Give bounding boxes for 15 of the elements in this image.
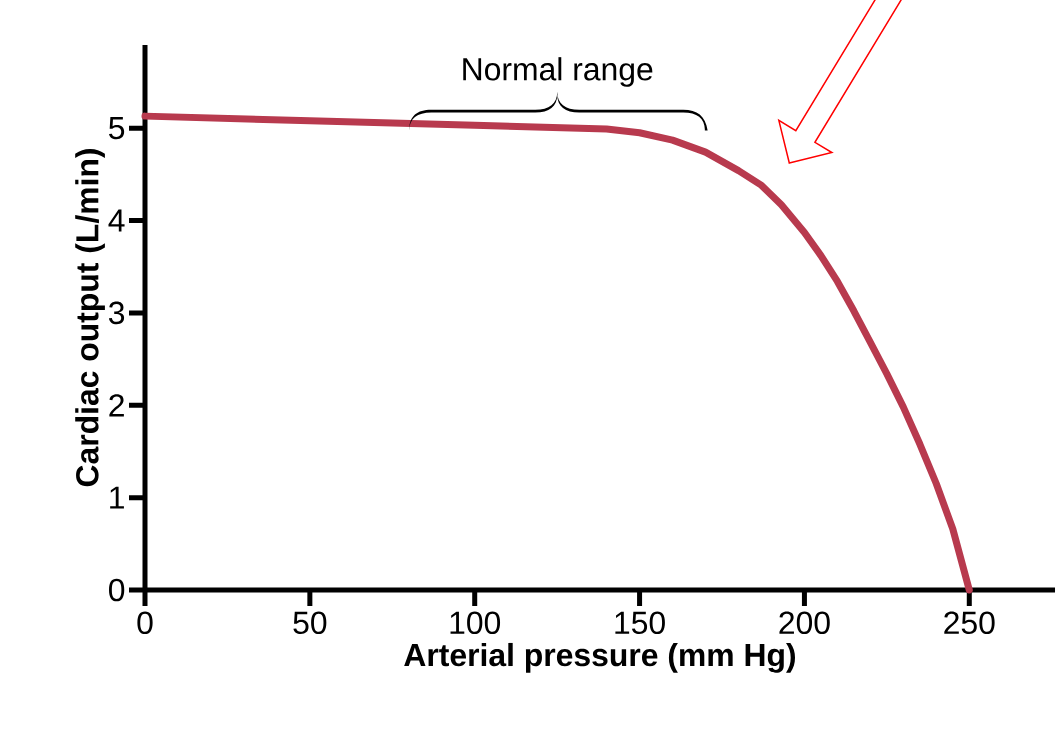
x-tick-label: 0 xyxy=(137,611,153,635)
y-axis-title: Cardiac output (L/min) xyxy=(75,149,105,487)
annotation: Normal range xyxy=(463,57,653,87)
x-tick-label: 150 xyxy=(615,611,665,635)
y-tick-label: 0 xyxy=(109,578,125,602)
x-tick-label: 50 xyxy=(293,611,327,635)
x-tick-label: 200 xyxy=(779,611,830,635)
x-tick-label: 100 xyxy=(450,611,501,635)
x-axis-title: Arterial pressure (mm Hg) xyxy=(404,642,796,673)
y-tick-label: 1 xyxy=(110,486,124,509)
y-tick-label: 4 xyxy=(108,209,125,232)
y-tick-label: 5 xyxy=(109,117,125,140)
y-tick-label: 2 xyxy=(109,394,124,417)
x-tick-label: 250 xyxy=(944,611,995,635)
y-tick-label: 3 xyxy=(108,301,125,325)
